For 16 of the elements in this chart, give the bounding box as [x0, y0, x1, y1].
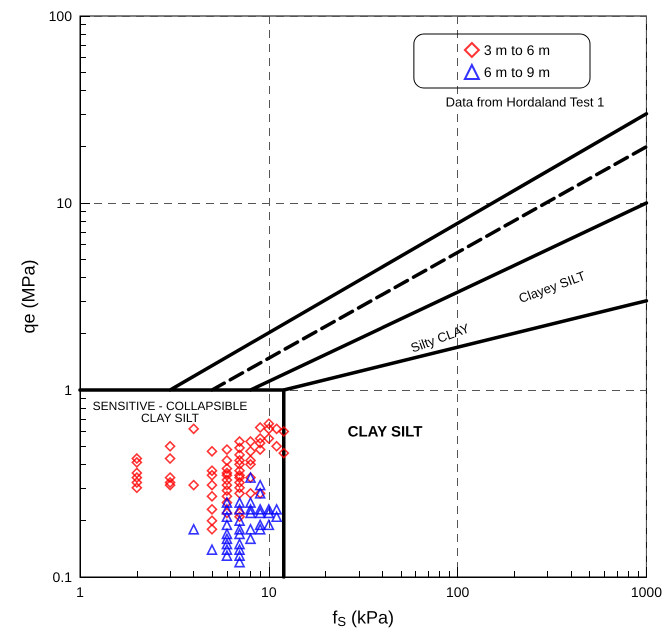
annotation: Data from Hordaland Test 1: [446, 94, 604, 110]
annotation: Clayey SILT: [516, 268, 588, 306]
y-tick-label: 100: [48, 8, 72, 24]
legend-label: 3 m to 6 m: [484, 42, 550, 58]
annotation: Silty CLAY: [408, 320, 472, 356]
annotation: SENSITIVE - COLLAPSIBLE CLAY SILT: [92, 399, 248, 425]
y-tick-label: 1: [64, 382, 72, 398]
x-tick-label: 10: [261, 584, 277, 600]
y-tick-label: 0.1: [52, 569, 72, 585]
x-tick-label: 1: [76, 584, 84, 600]
legend-label: 6 m to 9 m: [484, 64, 550, 80]
annotation: CLAY SILT: [348, 424, 422, 440]
y-axis-title: qe (MPa): [18, 259, 39, 334]
x-tick-label: 1000: [630, 584, 662, 600]
y-tick-label: 10: [56, 195, 72, 211]
x-tick-label: 100: [446, 584, 470, 600]
